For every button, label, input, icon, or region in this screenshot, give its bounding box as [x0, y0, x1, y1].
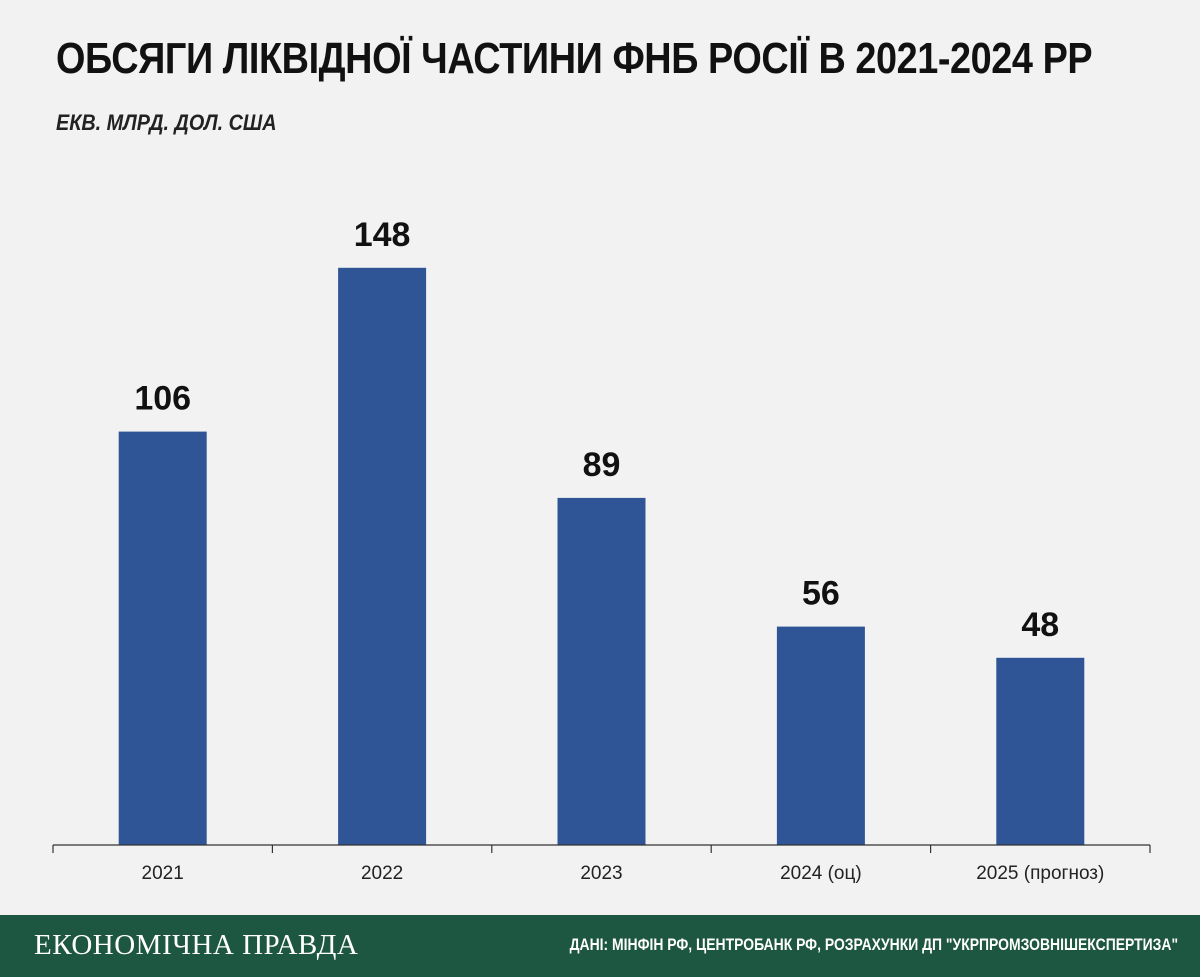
bar-1 [338, 267, 427, 845]
category-label: 2022 [361, 863, 403, 884]
chart-subtitle: ЕКВ. МЛРД. ДОЛ. США [56, 110, 277, 135]
publisher-logo: ЕКОНОМІЧНА ПРАВДА [34, 929, 359, 961]
data-source: ДАНІ: МІНФІН РФ, ЦЕНТРОБАНК РФ, РОЗРАХУН… [569, 935, 1178, 954]
bar-chart: 106 2021 148 2022 89 2023 56 2024 (оц) 48 2025 (п… [52, 216, 1151, 884]
bar-3 [776, 626, 865, 845]
bar-value-label: 89 [583, 446, 621, 484]
category-label: 2021 [142, 863, 184, 884]
bar-2 [557, 497, 646, 845]
bar-0 [118, 431, 207, 845]
category-label: 2025 (прогноз) [976, 863, 1104, 884]
category-label: 2024 (оц) [780, 863, 862, 884]
category-label: 2023 [580, 863, 622, 884]
bar-4 [996, 657, 1085, 845]
bar-value-label: 56 [802, 575, 840, 613]
bar-value-label: 106 [134, 380, 191, 418]
chart-title: ОБСЯГИ ЛІКВІДНОЇ ЧАСТИНИ ФНБ РОСІЇ В 202… [56, 34, 1093, 83]
bar-value-label: 48 [1021, 606, 1059, 644]
bar-value-label: 148 [354, 216, 411, 254]
footer-bar: ЕКОНОМІЧНА ПРАВДА ДАНІ: МІНФІН РФ, ЦЕНТР… [0, 915, 1200, 977]
